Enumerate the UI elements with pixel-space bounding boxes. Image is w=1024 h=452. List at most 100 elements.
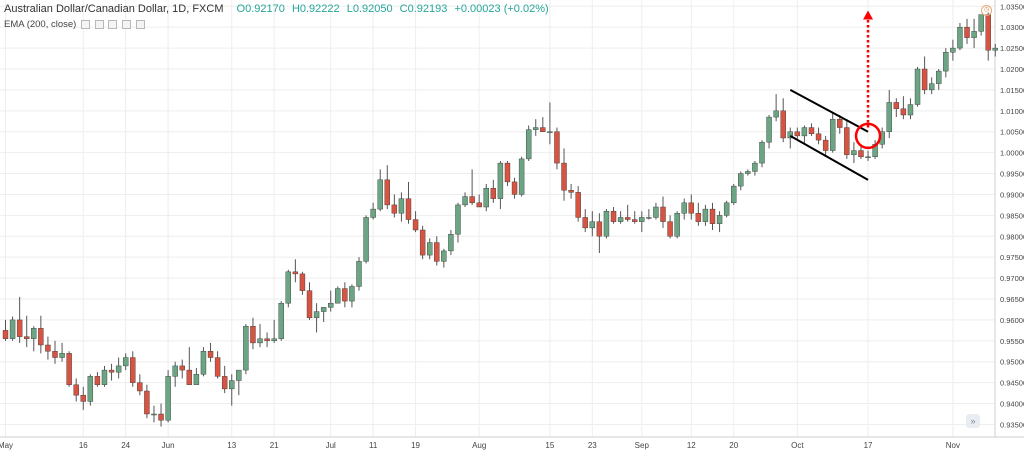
candle <box>936 69 942 90</box>
candle <box>660 196 666 228</box>
candle-body <box>533 127 539 130</box>
scroll-to-realtime-icon[interactable]: » <box>966 414 980 428</box>
candle <box>243 324 249 375</box>
candle-body <box>851 150 857 155</box>
candle-body <box>80 394 86 402</box>
candle <box>229 374 235 406</box>
x-tick-label: 24 <box>121 441 130 450</box>
candle <box>483 184 489 212</box>
candle-body <box>172 365 178 377</box>
x-tick-label: Jul <box>326 441 336 450</box>
indicator-remove-icon[interactable] <box>121 19 131 29</box>
candle <box>122 353 129 371</box>
candle <box>186 347 193 385</box>
candle <box>829 112 836 153</box>
candle-body <box>476 202 482 208</box>
candle <box>716 211 723 233</box>
candle-body <box>957 26 963 49</box>
candle <box>568 184 574 199</box>
y-tick-label: 1.03000 <box>1000 23 1024 32</box>
indicator-source-icon[interactable] <box>108 19 118 29</box>
candle-body <box>554 131 560 164</box>
candle-body <box>829 118 836 151</box>
candle-body <box>448 233 454 252</box>
symbol-title[interactable]: Australian Dollar/Canadian Dollar, 1D, F… <box>4 3 224 15</box>
candle-body <box>561 162 567 191</box>
candle-body <box>250 325 256 344</box>
candle-body <box>617 217 624 222</box>
candle <box>844 119 850 159</box>
candle-body <box>702 208 709 222</box>
candle-body <box>186 369 193 385</box>
candle <box>582 209 588 233</box>
candle-body <box>858 150 864 158</box>
candle <box>398 192 405 222</box>
indicator-label[interactable]: EMA (200, close) <box>4 19 77 30</box>
candle <box>469 169 475 205</box>
candle <box>822 135 829 157</box>
candle-body <box>547 131 553 133</box>
candle <box>455 202 461 243</box>
candle-body <box>936 70 942 84</box>
x-tick-label: Jun <box>162 441 175 450</box>
candle-body <box>370 208 376 218</box>
candle-body <box>511 181 518 195</box>
candle-body <box>914 68 921 105</box>
candle-body <box>695 213 702 222</box>
candle <box>624 204 631 222</box>
high-value: H0.92222 <box>291 3 340 15</box>
candle-body <box>292 271 299 275</box>
candle-body <box>441 250 447 262</box>
candle-body <box>759 141 765 164</box>
candle-body <box>214 357 221 377</box>
candle-body <box>808 127 815 135</box>
candle <box>16 296 23 343</box>
candle <box>292 259 299 283</box>
candle-body <box>589 221 596 229</box>
x-tick-label: 17 <box>864 441 873 450</box>
chart-header: Australian Dollar/Canadian Dollar, 1D, F… <box>4 3 553 15</box>
candle-body <box>2 330 9 339</box>
candle-body <box>52 351 58 358</box>
candle-body <box>624 217 631 220</box>
candle <box>59 342 65 362</box>
indicator-settings-icon[interactable] <box>94 19 104 29</box>
candle-body <box>38 328 44 346</box>
candle <box>525 125 532 161</box>
candle <box>335 286 341 304</box>
candle <box>328 290 334 312</box>
x-tick-label: 23 <box>588 441 597 450</box>
candle <box>688 194 694 220</box>
candle-body <box>193 374 200 385</box>
indicator-more-icon[interactable] <box>135 19 145 29</box>
candle <box>356 257 362 291</box>
candle <box>313 303 320 333</box>
candle <box>179 359 185 379</box>
candle <box>808 123 815 136</box>
candle <box>9 316 16 341</box>
candle <box>434 236 440 266</box>
close-value: C0.92193 <box>399 3 448 15</box>
candle <box>695 202 702 226</box>
candle-body <box>667 221 673 237</box>
candle <box>837 115 843 134</box>
candle <box>236 369 242 396</box>
candle <box>448 230 454 256</box>
indicator-visibility-icon[interactable] <box>80 19 90 29</box>
candle <box>66 351 72 387</box>
alert-clock-icon[interactable]: ◷ <box>981 5 992 16</box>
candle-body <box>773 110 779 118</box>
candle <box>709 202 716 230</box>
candle <box>632 211 638 224</box>
candle <box>759 140 765 168</box>
candle-body <box>66 353 72 385</box>
candle <box>342 282 348 308</box>
candle-body <box>787 131 793 139</box>
candle-body <box>31 328 37 339</box>
